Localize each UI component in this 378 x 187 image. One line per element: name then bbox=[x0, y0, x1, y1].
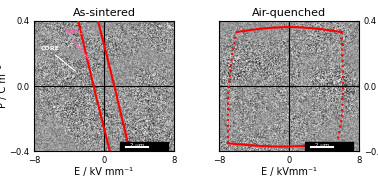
Text: SHELL: SHELL bbox=[65, 30, 87, 35]
Title: Air-quenched: Air-quenched bbox=[252, 8, 326, 18]
X-axis label: E / kV mm⁻¹: E / kV mm⁻¹ bbox=[74, 167, 133, 177]
Text: 2 μm: 2 μm bbox=[130, 143, 144, 148]
Bar bbox=[305, 142, 353, 150]
Title: As-sintered: As-sintered bbox=[73, 8, 135, 18]
Bar bbox=[120, 142, 168, 150]
X-axis label: E / kVmm⁻¹: E / kVmm⁻¹ bbox=[261, 167, 317, 177]
Y-axis label: P / C m⁻²: P / C m⁻² bbox=[0, 64, 8, 108]
Text: 2 μm: 2 μm bbox=[315, 143, 329, 148]
Text: CORE: CORE bbox=[41, 46, 60, 51]
